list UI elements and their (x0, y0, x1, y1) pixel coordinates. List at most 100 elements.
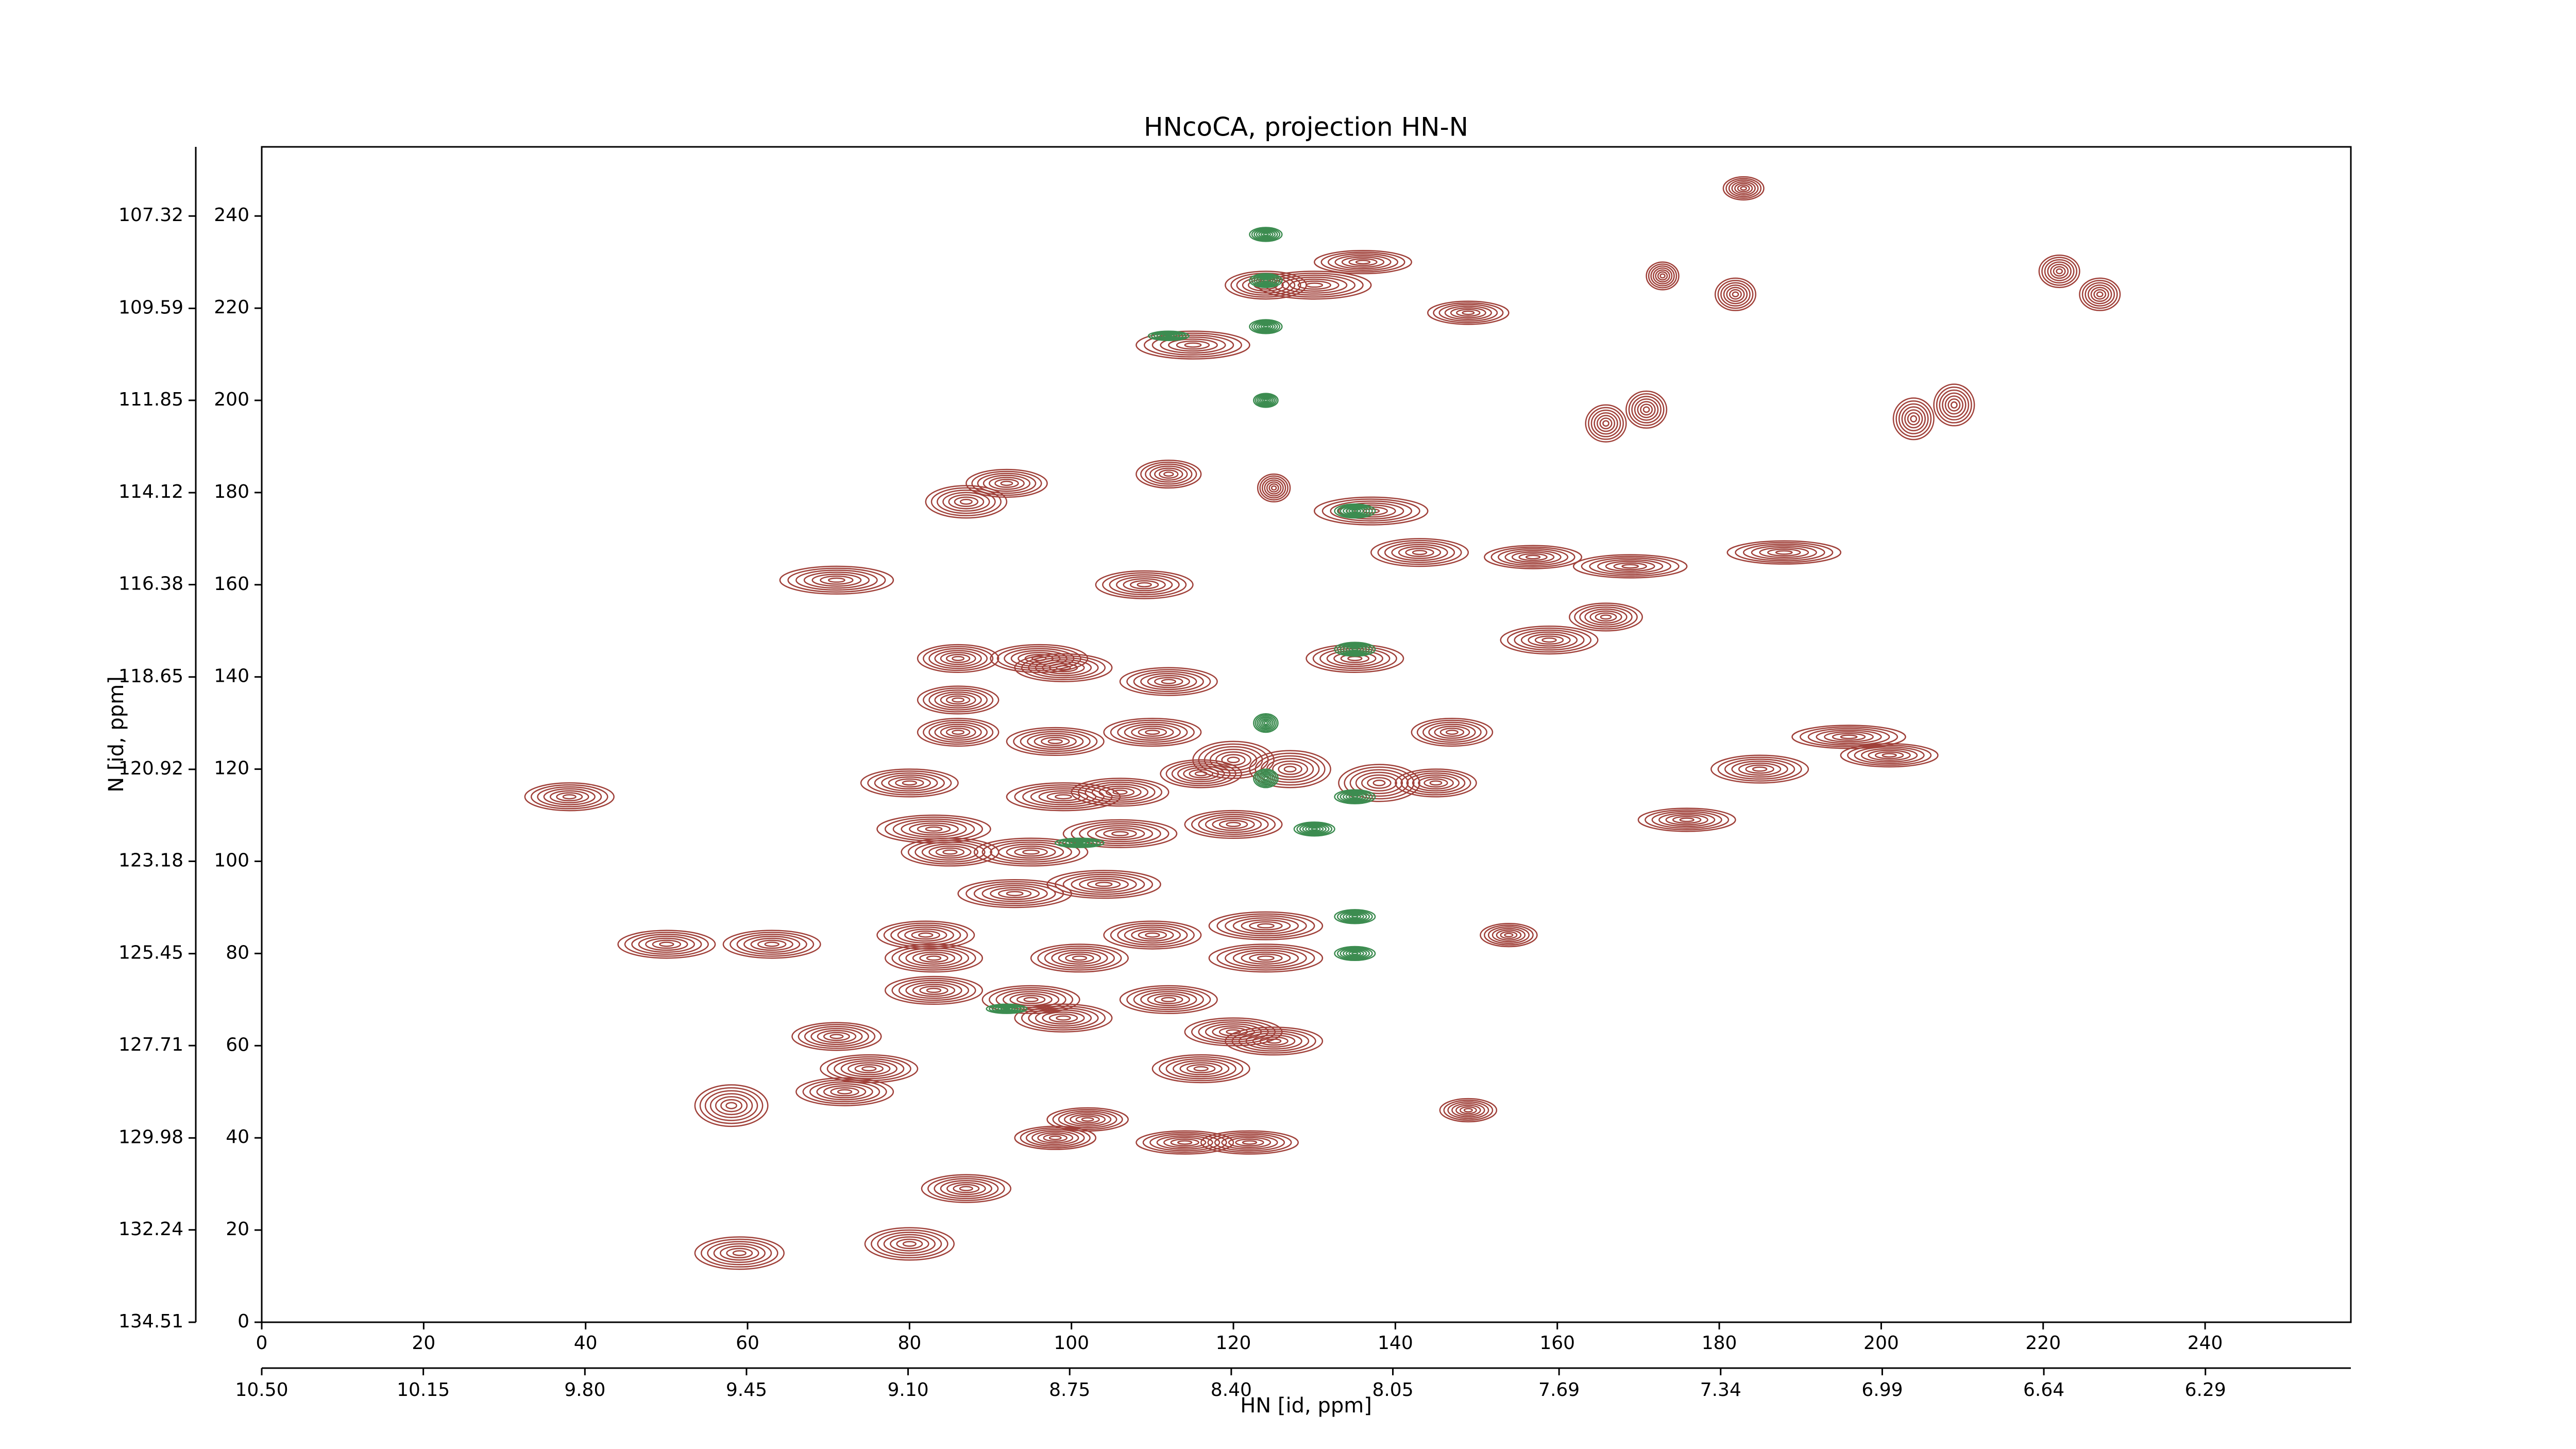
contour-ring (1249, 921, 1283, 931)
contour-ring (2081, 280, 2118, 309)
contour-ring (1951, 401, 1958, 409)
y2-tick-label: 111.85 (118, 389, 183, 410)
x-tick-label: 200 (1863, 1333, 1899, 1354)
contour-ring (1305, 825, 1324, 833)
contour-ring (1613, 562, 1647, 570)
contour-ring (1263, 325, 1269, 329)
contour-ring (937, 490, 996, 514)
contour-ring (1258, 717, 1274, 729)
contour-ring (1751, 545, 1817, 560)
peak (1225, 271, 1307, 300)
contour-ring (934, 650, 982, 667)
contour-ring (1343, 949, 1367, 958)
contour-ring (1651, 811, 1722, 829)
plot-area (524, 176, 2121, 1270)
x-tick-label: 160 (1539, 1333, 1575, 1354)
contour-ring (1055, 837, 1105, 848)
contour-ring (1729, 289, 1742, 300)
y-tick-label: 100 (214, 850, 249, 871)
contour-ring (1014, 784, 1113, 810)
contour-ring (2056, 268, 2063, 275)
contour-ring (1860, 748, 1918, 763)
contour-ring (1000, 480, 1013, 486)
contour-ring (1418, 776, 1454, 790)
contour-ring (1159, 1056, 1244, 1082)
contour-ring (1637, 807, 1736, 832)
contour-ring (823, 1085, 867, 1099)
contour-ring (1162, 333, 1175, 338)
contour-ring (2088, 284, 2112, 305)
contour-ring (1256, 716, 1276, 731)
contour-ring (1261, 397, 1270, 403)
contour-ring (1742, 543, 1825, 562)
contour-ring (1343, 645, 1367, 654)
contour-ring (1588, 407, 1624, 440)
contour-ring (1140, 673, 1197, 690)
contour-ring (779, 565, 894, 595)
x2-tick-label: 6.29 (2185, 1379, 2226, 1401)
contour-ring (1170, 1138, 1199, 1147)
peak (694, 1084, 769, 1127)
contour-ring (1504, 933, 1514, 938)
contour-ring (1140, 461, 1197, 487)
contour-ring (1341, 256, 1385, 268)
contour-ring (1242, 1140, 1258, 1145)
contour-ring (1258, 230, 1274, 238)
peak (1046, 870, 1161, 899)
contour-ring (810, 1027, 863, 1045)
contour-ring (934, 691, 982, 709)
peak (1208, 911, 1324, 940)
contour-ring (1334, 789, 1376, 804)
contour-ring (1349, 769, 1409, 797)
peak (1646, 261, 1680, 291)
contour-ring (1528, 633, 1571, 647)
contour-ring (1043, 1134, 1067, 1142)
contour-ring (840, 1060, 897, 1077)
peak (1585, 404, 1627, 443)
contour-ring (1278, 763, 1302, 776)
peak (864, 1227, 955, 1261)
contour-ring (1348, 951, 1362, 956)
contour-ring (1336, 643, 1373, 656)
contour-ring (1391, 544, 1448, 561)
contour-ring (1000, 1006, 1013, 1011)
contour-ring (1149, 1133, 1221, 1152)
contour-ring (1260, 324, 1272, 329)
contour-ring (1433, 302, 1504, 324)
contour-ring (1133, 671, 1204, 693)
contour-ring (946, 1182, 986, 1195)
contour-ring (1138, 930, 1167, 940)
contour-ring (1136, 460, 1202, 489)
contour-ring (1732, 291, 1739, 297)
peak (1933, 383, 1975, 427)
contour-ring (1165, 1058, 1236, 1080)
contour-ring (1321, 498, 1420, 524)
contour-ring (1261, 775, 1270, 782)
contour-ring (1046, 792, 1080, 802)
peak (1791, 724, 1906, 749)
contour-ring (1589, 610, 1622, 624)
contour-ring (1253, 768, 1279, 788)
contour-ring (1209, 749, 1258, 771)
y2-tick-label: 125.45 (118, 942, 183, 964)
contour-ring (1395, 768, 1477, 798)
contour-ring (934, 1178, 999, 1200)
contour-ring (1266, 481, 1282, 495)
contour-ring (1334, 946, 1376, 962)
contour-ring (928, 689, 988, 711)
peak (1253, 768, 1279, 788)
peak (1147, 330, 1190, 341)
contour-ring (1038, 790, 1089, 804)
contour-ring (902, 780, 918, 786)
peak (1257, 473, 1291, 503)
contour-ring (1634, 398, 1659, 421)
peak (1055, 837, 1105, 848)
contour-ring (1270, 485, 1277, 491)
contour-ring (726, 1248, 753, 1259)
contour-ring (1308, 826, 1321, 832)
contour-ring (1330, 500, 1413, 522)
contour-ring (1514, 629, 1585, 651)
contour-ring (1062, 873, 1145, 895)
contour-ring (1361, 774, 1397, 792)
